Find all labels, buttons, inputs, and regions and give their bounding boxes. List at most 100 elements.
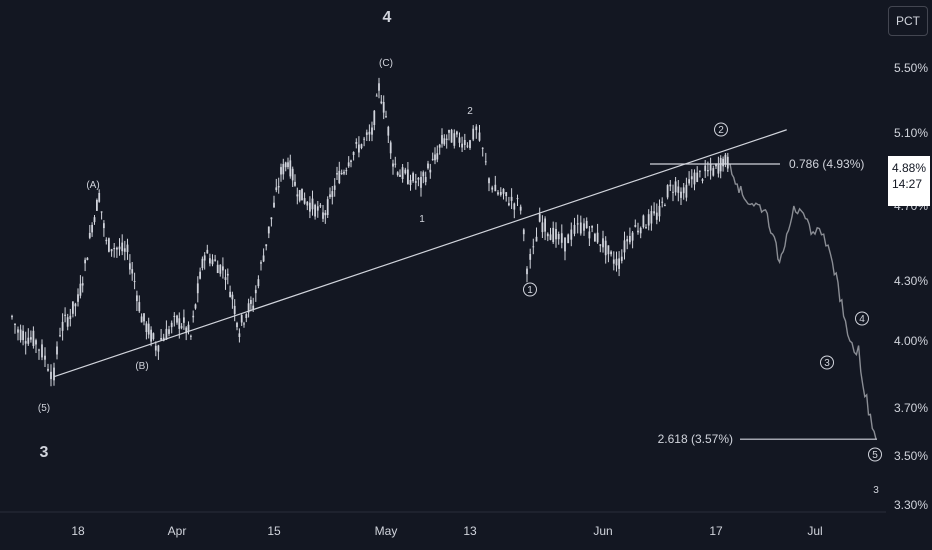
candle-body: [516, 198, 519, 200]
candle-body: [64, 314, 66, 316]
candle-body: [238, 333, 241, 337]
candle-body: [599, 244, 602, 246]
candle-body: [475, 126, 478, 131]
trendline: [53, 129, 787, 378]
candle-body: [347, 162, 350, 167]
candle-body: [360, 144, 363, 149]
candle-body: [724, 154, 727, 165]
candle-body: [192, 315, 195, 318]
candle-body: [650, 211, 653, 224]
candle-body: [287, 162, 289, 168]
candle-body: [674, 181, 677, 193]
candle-body: [661, 201, 664, 203]
candle-body: [488, 178, 490, 184]
candle-body: [607, 245, 610, 255]
candle-body: [338, 170, 341, 184]
x-tick-label: Apr: [168, 524, 187, 538]
candle-body: [604, 240, 607, 256]
candle-body: [352, 152, 355, 155]
candle-body: [463, 140, 466, 145]
candle-body: [74, 303, 77, 307]
candle-body: [284, 162, 287, 168]
candle-body: [396, 172, 399, 176]
candle-body: [685, 184, 688, 198]
candle-body: [69, 315, 72, 319]
candle-body: [147, 323, 150, 335]
y-tick-label: 3.50%: [894, 449, 928, 463]
candle-body: [250, 300, 252, 304]
wave-label: (C): [379, 58, 393, 69]
candle-body: [326, 199, 329, 215]
candle-body: [552, 227, 555, 243]
candle-body: [399, 174, 401, 177]
candle-body: [570, 229, 573, 240]
y-tick-label: 4.30%: [894, 274, 928, 288]
candle-body: [532, 246, 535, 248]
candle-body: [296, 194, 299, 197]
candle-body: [270, 217, 273, 220]
x-axis: 18 Apr 15 May 13 Jun 17 Jul: [0, 511, 886, 538]
y-axis: 5.50%5.10%4.70%4.30%4.00%3.70%3.50%3.30%: [894, 61, 928, 512]
candle-body: [526, 268, 528, 275]
candle-body: [669, 184, 672, 187]
candle-body: [594, 233, 596, 242]
candle-body: [61, 321, 64, 331]
candle-body: [642, 215, 645, 228]
candle-body: [677, 186, 680, 193]
candle-body: [717, 164, 720, 174]
candle-body: [680, 191, 682, 198]
candle-body: [502, 188, 505, 194]
candle-body: [322, 212, 324, 219]
wave-label: (A): [86, 180, 99, 191]
candle-body: [53, 367, 55, 381]
candle-body: [392, 163, 394, 167]
y-tick-label: 4.00%: [894, 334, 928, 348]
candle-body: [719, 158, 722, 172]
candle-body: [303, 198, 306, 204]
candle-body: [382, 102, 385, 113]
candle-body: [231, 294, 234, 300]
candle-body: [282, 164, 285, 175]
candle-body: [143, 313, 145, 322]
candle-body: [441, 135, 443, 144]
candle-body: [579, 222, 582, 234]
candle-body: [631, 232, 634, 241]
candle-body: [77, 294, 79, 302]
candle-body: [424, 176, 427, 183]
wave-label-circle: [820, 355, 834, 370]
candle-body: [176, 315, 178, 323]
y-tick-label: 5.10%: [894, 126, 928, 140]
pct-scale-button[interactable]: PCT: [888, 6, 928, 36]
candle-body: [519, 206, 522, 211]
wave-label: 3: [824, 358, 830, 369]
candle-body: [229, 291, 231, 297]
candle-body: [314, 204, 316, 217]
candle-body: [324, 212, 327, 216]
candle-body: [647, 214, 650, 226]
candle-body: [420, 177, 422, 188]
candle-body: [585, 220, 588, 229]
wave-label: (B): [135, 361, 148, 372]
wave-label-circle: [868, 447, 882, 462]
candle-body: [448, 129, 450, 133]
candle-body: [138, 302, 141, 312]
candle-body: [404, 169, 407, 174]
last-price-tag: 4.88% 14:27: [888, 156, 930, 206]
candle-body: [394, 163, 397, 165]
wave-label: 4: [383, 9, 392, 26]
candle-body: [140, 316, 143, 323]
candle-body: [123, 248, 126, 252]
candle-body: [409, 180, 412, 185]
candle-body: [30, 337, 32, 340]
candle-body: [576, 223, 579, 225]
candle-body: [306, 201, 309, 206]
candle-body: [126, 244, 129, 253]
candle-body: [472, 128, 475, 140]
candle-body: [701, 179, 704, 181]
candle-body: [11, 315, 13, 318]
candle-body: [461, 143, 463, 148]
candle-body: [108, 238, 110, 252]
candle-body: [289, 160, 292, 177]
candle-body: [88, 232, 91, 238]
